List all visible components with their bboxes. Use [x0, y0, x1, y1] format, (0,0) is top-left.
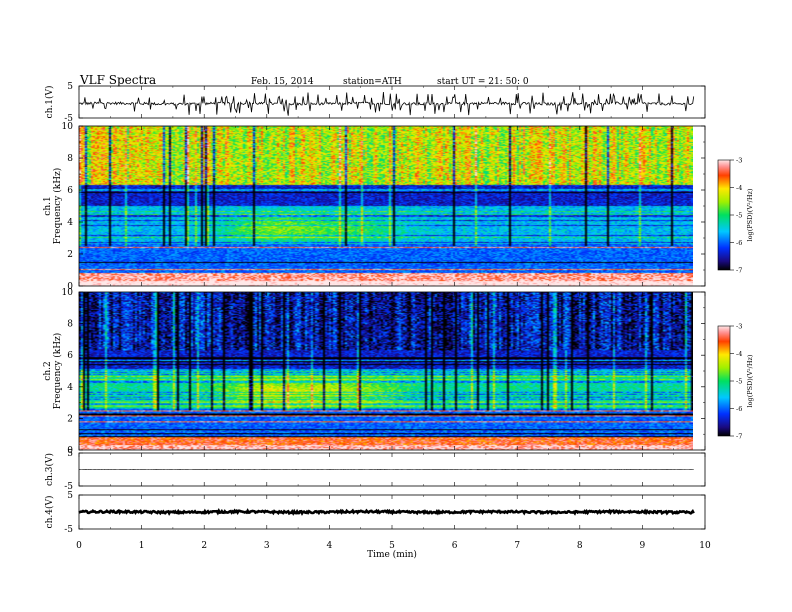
y-tick-label-spec1-8: 8 — [67, 154, 73, 164]
y-tick-label-ch4-5: 5 — [67, 491, 73, 501]
y-axis-title-ch4: ch.4(V) — [44, 496, 55, 529]
ch4-waveform-panel — [78, 494, 706, 530]
x-tick-label-0: 0 — [76, 541, 82, 551]
y-axis-title-ch1: ch.1(V) — [44, 86, 55, 119]
y-tick-label-ch1-m5: -5 — [64, 114, 73, 124]
y-tick-label-spec1-10: 10 — [62, 122, 74, 132]
y-tick-label-ch3-m5: -5 — [64, 482, 73, 492]
ch1-spectrogram-image — [79, 126, 693, 286]
x-tick-label-10: 10 — [699, 541, 711, 551]
colorbar-tick-label-spec1-m6: -6 — [736, 239, 742, 247]
x-tick-label-6: 6 — [452, 541, 458, 551]
colorbar-tick-label-spec1-m7: -7 — [736, 267, 742, 275]
y-tick-label-spec2-4: 4 — [67, 383, 73, 393]
colorbar-title-spec2: log(PSD)(V²/Hz) — [746, 354, 754, 407]
ch3-waveform-panel — [78, 452, 706, 487]
colorbar-tick-label-spec2-m6: -6 — [736, 405, 742, 413]
colorbar-tick-label-spec2-m3: -3 — [736, 323, 742, 331]
y-tick-label-ch4-m5: -5 — [64, 525, 73, 535]
figure-title: VLF Spectra — [79, 73, 156, 87]
y-tick-label-spec1-0: 0 — [67, 282, 73, 292]
y-axis-title-ch3: ch.3(V) — [44, 453, 55, 486]
ch2-spectrogram-image — [79, 292, 693, 450]
ch1-colorbar — [717, 159, 731, 271]
ch2-spectrogram-panel — [78, 291, 706, 451]
y-tick-label-spec2-6: 6 — [67, 351, 73, 361]
x-tick-label-8: 8 — [577, 541, 583, 551]
y-tick-label-spec1-2: 2 — [67, 250, 73, 260]
x-tick-label-5: 5 — [389, 541, 395, 551]
ch4-waveform-trace — [78, 508, 695, 516]
x-tick-label-4: 4 — [327, 541, 333, 551]
y-axis-channel-spec1: ch.1 — [43, 196, 53, 215]
start-time-label: start UT = 21: 50: 0 — [437, 77, 529, 87]
y-tick-label-spec2-0: 0 — [67, 446, 73, 456]
x-tick-label-1: 1 — [139, 541, 145, 551]
y-tick-label-spec2-8: 8 — [67, 320, 73, 330]
y-tick-label-ch1-5: 5 — [67, 82, 73, 92]
x-tick-label-7: 7 — [514, 541, 520, 551]
ch1-spectrogram-panel — [78, 125, 706, 287]
y-axis-title-spec1: Frequency (kHz) — [52, 168, 63, 245]
colorbar-tick-label-spec2-m7: -7 — [736, 433, 742, 441]
colorbar-tick-label-spec1-m5: -5 — [736, 212, 742, 220]
colorbar-tick-label-spec2-m4: -4 — [736, 350, 742, 358]
date-label: Feb. 15, 2014 — [251, 77, 314, 87]
ch1-waveform-panel — [78, 85, 706, 119]
ch2-colorbar — [717, 325, 731, 437]
x-tick-label-3: 3 — [264, 541, 270, 551]
y-tick-label-spec2-2: 2 — [67, 414, 73, 424]
y-tick-label-spec1-4: 4 — [67, 218, 73, 228]
x-axis-title: Time (min) — [367, 549, 417, 560]
ch1-waveform-trace — [79, 91, 695, 116]
colorbar-tick-label-spec1-m3: -3 — [736, 157, 742, 165]
y-axis-title-spec2: Frequency (kHz) — [52, 333, 63, 410]
colorbar-tick-label-spec2-m5: -5 — [736, 378, 742, 386]
y-tick-label-ch3-5: 5 — [67, 449, 73, 459]
x-tick-label-9: 9 — [640, 541, 646, 551]
colorbar-title-spec1: log(PSD)(V²/Hz) — [746, 188, 754, 241]
x-tick-label-2: 2 — [201, 541, 207, 551]
y-axis-channel-spec2: ch.2 — [43, 361, 53, 380]
y-tick-label-spec2-10: 10 — [62, 288, 74, 298]
y-tick-label-spec1-6: 6 — [67, 186, 73, 196]
station-label: station=ATH — [343, 77, 402, 87]
colorbar-tick-label-spec1-m4: -4 — [736, 184, 742, 192]
